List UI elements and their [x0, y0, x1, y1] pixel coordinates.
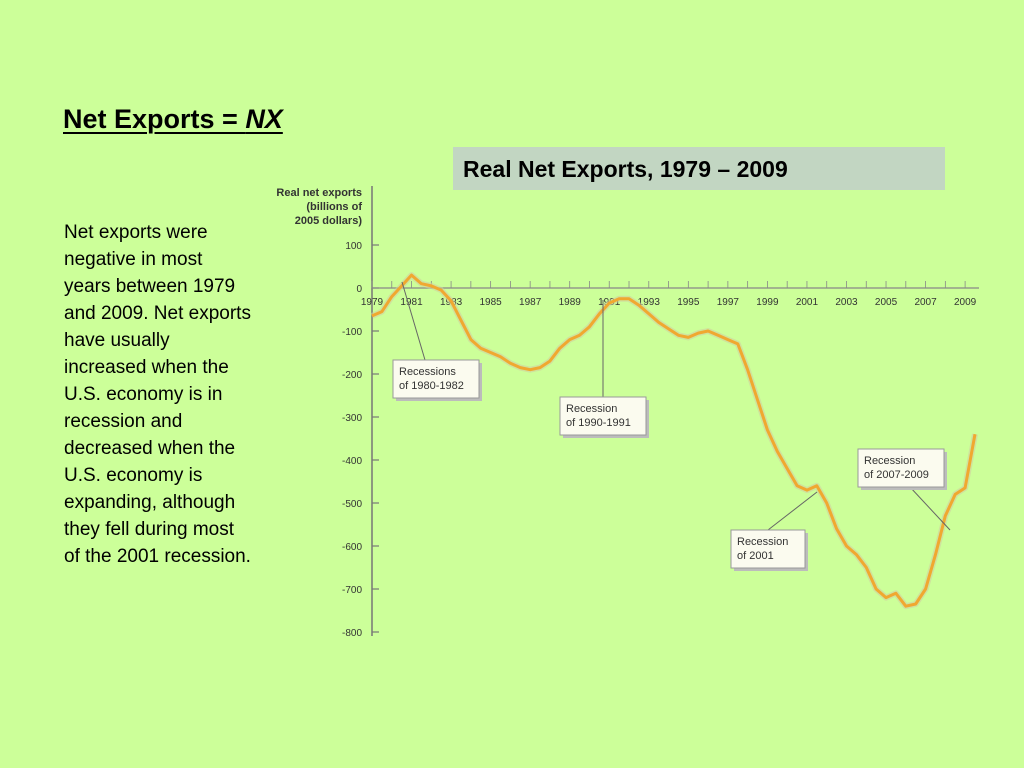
callout-recession-1990-1991: [559, 396, 647, 436]
callout-leader-line: [401, 281, 426, 361]
chart-title: Real Net Exports, 1979 – 2009: [453, 147, 945, 190]
callout-recession-2001: [730, 529, 806, 569]
net-exports-line: [371, 273, 977, 608]
callout-leader-line: [767, 491, 818, 531]
callout-text: of 1990-1991: [566, 417, 631, 429]
y-axis-label-line: 2005 dollars): [295, 215, 363, 227]
callout-text: Recessions: [399, 366, 456, 378]
x-tick-label: 1981: [400, 297, 423, 308]
x-tick-label: 1979: [361, 297, 384, 308]
x-tick-label: 1997: [717, 297, 740, 308]
y-tick-label: -600: [342, 542, 362, 553]
y-tick-label: -200: [342, 370, 362, 381]
callout-recession-1980-1982: [392, 359, 480, 399]
callout-text: of 2001: [737, 550, 774, 562]
x-tick-label: 2003: [835, 297, 858, 308]
x-tick-label: 1999: [756, 297, 779, 308]
y-tick-label: 100: [345, 241, 362, 252]
callout-text: Recession: [864, 455, 915, 467]
x-tick-label: 2007: [914, 297, 937, 308]
y-tick-label: -700: [342, 585, 362, 596]
y-tick-label: -800: [342, 628, 362, 639]
title-prefix: Net Exports =: [63, 104, 246, 134]
callout-text: Recession: [737, 536, 788, 548]
callout-text: of 2007-2009: [864, 469, 929, 481]
callout-text: of 1980-1982: [399, 380, 464, 392]
x-tick-label: 2001: [796, 297, 819, 308]
y-tick-label: -400: [342, 456, 362, 467]
title-variable: NX: [245, 104, 283, 134]
y-axis-label-line: Real net exports: [276, 187, 362, 199]
y-axis-label-line: (billions of: [306, 201, 362, 213]
slide-body-text: Net exports were negative in most years …: [64, 222, 251, 567]
y-tick-label: -100: [342, 327, 362, 338]
x-tick-label: 1985: [479, 297, 502, 308]
callout-recession-2007-2009: [857, 448, 945, 488]
slide-title: Net Exports = NX: [63, 104, 283, 135]
x-tick-label: 2005: [875, 297, 898, 308]
y-tick-label: 0: [356, 284, 362, 295]
x-tick-label: 1993: [638, 297, 661, 308]
y-tick-label: -300: [342, 413, 362, 424]
x-tick-label: 1987: [519, 297, 542, 308]
y-tick-label: -500: [342, 499, 362, 510]
x-tick-label: 1989: [559, 297, 582, 308]
callout-leader-line: [909, 486, 951, 531]
callout-text: Recession: [566, 403, 617, 415]
x-tick-label: 1995: [677, 297, 700, 308]
x-tick-label: 2009: [954, 297, 977, 308]
